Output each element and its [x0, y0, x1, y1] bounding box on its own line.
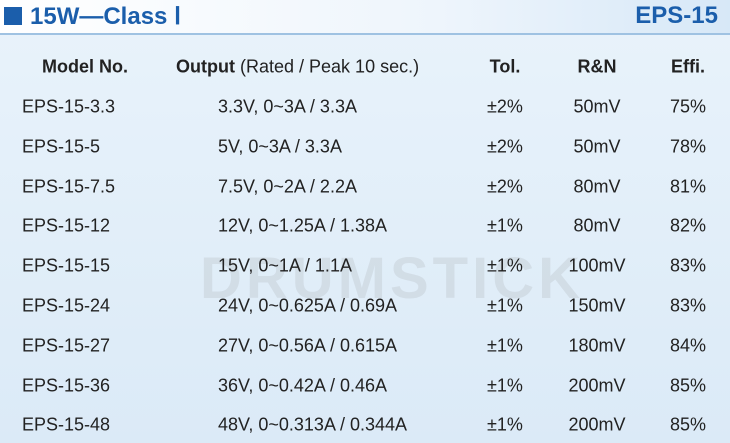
table-cell: ±1%	[487, 215, 523, 236]
table-cell: 85%	[669, 414, 707, 435]
table-cell: EPS-15-15	[22, 255, 111, 276]
header-bar: 15W—Class Ⅰ EPS-15	[0, 0, 730, 35]
table-cell: EPS-15-7.5	[22, 176, 116, 197]
table-cell: 15V, 0~1A / 1.1A	[218, 255, 352, 276]
header-title: 15W—Class Ⅰ	[30, 3, 182, 30]
table-cell: 85%	[669, 375, 707, 396]
table-cell: 84%	[669, 335, 707, 356]
header-cell: Model No.	[42, 56, 128, 77]
table-cell: 50mV	[573, 96, 621, 117]
table-cell: 7.5V, 0~2A / 2.2A	[218, 176, 357, 197]
table-cell: 3.3V, 0~3A / 3.3A	[218, 96, 357, 117]
table-cell: ±2%	[487, 176, 523, 197]
table-cell: ±1%	[487, 414, 523, 435]
table-cell: 200mV	[568, 414, 626, 435]
table-cell: 78%	[669, 136, 707, 157]
header-cell: R&N	[577, 56, 617, 77]
table-cell: 27V, 0~0.56A / 0.615A	[218, 335, 397, 356]
header-note: (Rated / Peak 10 sec.)	[240, 56, 420, 77]
table-cell: 12V, 0~1.25A / 1.38A	[218, 215, 387, 236]
table-cell: ±1%	[487, 375, 523, 396]
table-cell: 83%	[669, 295, 707, 316]
table-cell: 50mV	[573, 136, 621, 157]
table-cell: EPS-15-27	[22, 335, 111, 356]
table-cell: EPS-15-24	[22, 295, 111, 316]
table-cell: EPS-15-12	[22, 215, 111, 236]
header-cell: Output	[176, 56, 235, 77]
table-cell: 24V, 0~0.625A / 0.69A	[218, 295, 397, 316]
table-cell: 83%	[669, 255, 707, 276]
table-cell: EPS-15-5	[22, 136, 101, 157]
table-cell: 82%	[669, 215, 707, 236]
table-cell: 150mV	[568, 295, 626, 316]
table-cell: 5V, 0~3A / 3.3A	[218, 136, 342, 157]
table-cell: 100mV	[568, 255, 626, 276]
table-cell: EPS-15-48	[22, 414, 111, 435]
header-code: EPS-15	[635, 2, 718, 29]
header-output: Output (Rated / Peak 10 sec.)	[176, 57, 419, 78]
header-cell: Effi.	[671, 56, 705, 77]
table-cell: 200mV	[568, 375, 626, 396]
table-cell: 36V, 0~0.42A / 0.46A	[218, 375, 387, 396]
table-cell: 48V, 0~0.313A / 0.344A	[218, 414, 408, 435]
table-cell: 80mV	[573, 176, 621, 197]
table-cell: ±2%	[487, 136, 523, 157]
table-cell: ±1%	[487, 295, 523, 316]
table-cell: EPS-15-3.3	[22, 96, 116, 117]
table-cell: EPS-15-36	[22, 375, 111, 396]
table-cell: 80mV	[573, 215, 621, 236]
table-cell: ±2%	[487, 96, 523, 117]
table-cell: ±1%	[487, 335, 523, 356]
table-cell: ±1%	[487, 255, 523, 276]
table-cell: 75%	[669, 96, 707, 117]
table-cell: 81%	[669, 176, 707, 197]
watermark: DRUMSTICK	[200, 246, 584, 311]
header-cell: Tol.	[489, 56, 521, 77]
header-icon	[4, 7, 22, 25]
table-cell: 180mV	[568, 335, 626, 356]
